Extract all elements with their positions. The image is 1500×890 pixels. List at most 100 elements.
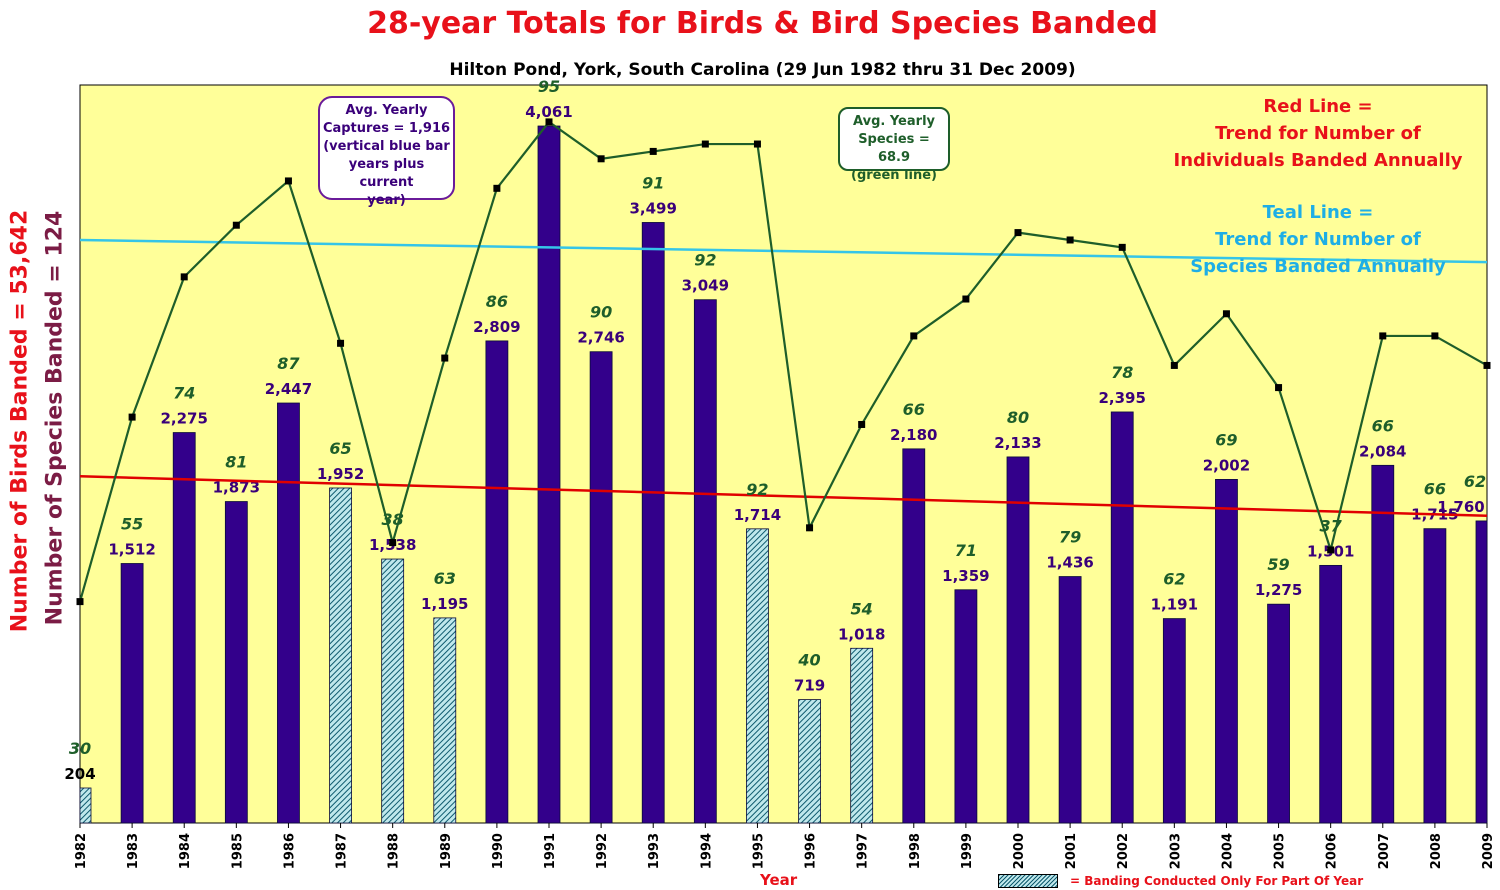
x-tick-label-1988: 1988 — [387, 833, 402, 869]
bar-value-label-1983: 1,512 — [108, 540, 155, 558]
species-marker-1987 — [337, 339, 345, 347]
bar-2009 — [1475, 520, 1488, 824]
captures-line-1: Avg. Yearly — [345, 103, 428, 118]
species-value-label-1993: 91 — [642, 173, 664, 192]
bar-value-label-2000: 2,133 — [994, 434, 1041, 452]
species-marker-1982 — [76, 598, 84, 606]
species-marker-1983 — [128, 413, 136, 421]
bar-1983 — [120, 563, 144, 824]
x-tick-label-2001: 2001 — [1064, 833, 1079, 869]
species-value-label-2000: 80 — [1007, 408, 1029, 427]
species-value-label-1997: 54 — [851, 599, 873, 618]
bar-2007 — [1371, 464, 1395, 824]
bar-value-label-2001: 1,436 — [1046, 554, 1093, 572]
species-value-label-2004: 69 — [1215, 430, 1237, 449]
bar-1991 — [537, 125, 561, 824]
species-value-label-2009: 62 — [1464, 472, 1486, 491]
species-marker-2005 — [1275, 384, 1283, 392]
bar-1997 — [850, 647, 874, 824]
x-tick-label-2005: 2005 — [1273, 833, 1288, 869]
x-tick-label-1996: 1996 — [804, 833, 819, 869]
species-value-label-1987: 65 — [329, 439, 351, 458]
partial-year-legend-text: = Banding Conducted Only For Part Of Yea… — [1070, 874, 1364, 888]
bar-2005 — [1267, 603, 1290, 824]
species-marker-1996 — [806, 524, 814, 532]
bar-1982 — [79, 787, 92, 824]
plot-area — [79, 84, 1488, 824]
species-marker-1993 — [649, 147, 657, 155]
bar-1989 — [433, 617, 457, 824]
captures-line-4: years plus current — [348, 157, 425, 190]
x-tick-label-1991: 1991 — [543, 833, 558, 869]
species-value-label-1988: 38 — [382, 510, 404, 529]
species-marker-1988 — [389, 539, 397, 547]
teal-trend-line — [79, 238, 1488, 264]
species-marker-2004 — [1222, 310, 1230, 318]
bar-value-label-1985: 1,873 — [213, 479, 260, 497]
bar-value-label-1991: 4,061 — [525, 103, 572, 121]
x-tick-label-1992: 1992 — [595, 833, 610, 869]
bar-value-label-1987: 1,952 — [317, 465, 364, 483]
x-tick-label-2008: 2008 — [1429, 833, 1444, 869]
bar-value-label-1984: 2,275 — [160, 410, 207, 428]
bar-value-label-1993: 3,499 — [629, 199, 676, 217]
species-value-label-2007: 66 — [1372, 416, 1394, 435]
bar-2000 — [1006, 456, 1030, 824]
bar-value-label-1989: 1,195 — [421, 595, 468, 613]
bar-value-label-1998: 2,180 — [890, 426, 937, 444]
species-value-label-1999: 71 — [955, 541, 977, 560]
bar-1988 — [381, 558, 405, 824]
teal-note-line-3: Species Banded Annually — [1190, 256, 1446, 277]
avg-captures-annotation: Avg. Yearly Captures = 1,916 (vertical b… — [318, 96, 455, 208]
x-tick-label-1997: 1997 — [856, 833, 871, 869]
bar-1996 — [798, 699, 821, 824]
species-value-label-1996: 40 — [797, 651, 820, 670]
species-value-label-1989: 63 — [434, 569, 456, 588]
species-value-label-1998: 66 — [903, 400, 925, 419]
captures-line-3: (vertical blue bar — [323, 139, 450, 154]
teal-note-line-2: Trend for Number of — [1215, 229, 1421, 250]
species-marker-1989 — [441, 354, 449, 362]
x-tick-label-2003: 2003 — [1168, 833, 1183, 869]
species-value-label-1982: 30 — [69, 739, 91, 758]
bar-2004 — [1215, 479, 1238, 824]
x-tick-label-1994: 1994 — [699, 833, 714, 869]
species-marker-1984 — [180, 273, 188, 281]
species-marker-1998 — [910, 332, 918, 340]
bar-value-label-2005: 1,275 — [1255, 581, 1302, 599]
species-value-label-1992: 90 — [590, 303, 612, 322]
species-value-label-1994: 92 — [694, 251, 716, 270]
bar-1995 — [746, 528, 769, 824]
species-box-line-1: Avg. Yearly — [853, 114, 935, 129]
species-box-line-2: Species = 68.9 — [858, 132, 930, 165]
species-value-label-2003: 62 — [1163, 570, 1185, 589]
species-marker-1991 — [545, 118, 553, 126]
chart-title: 28-year Totals for Birds & Bird Species … — [367, 6, 1158, 41]
red-note-line-1: Red Line = — [1263, 96, 1373, 117]
bar-value-label-1994: 3,049 — [682, 277, 729, 295]
x-tick-label-2002: 2002 — [1116, 833, 1131, 869]
x-tick-label-2000: 2000 — [1012, 833, 1027, 869]
species-marker-1999 — [962, 295, 970, 303]
bar-value-label-1997: 1,018 — [838, 625, 885, 643]
bar-value-label-1986: 2,447 — [265, 380, 312, 398]
red-note-line-3: Individuals Banded Annually — [1173, 150, 1463, 171]
bar-2008 — [1423, 528, 1447, 824]
chart-subtitle: Hilton Pond, York, South Carolina (29 Ju… — [449, 60, 1076, 80]
species-marker-1990 — [493, 184, 501, 192]
species-marker-1985 — [232, 221, 240, 229]
bar-1985 — [224, 501, 248, 824]
species-marker-2007 — [1379, 332, 1387, 340]
species-line — [78, 120, 1488, 602]
teal-note-line-1: Teal Line = — [1262, 202, 1374, 223]
bar-value-label-1996: 719 — [794, 677, 825, 695]
x-tick-label-1990: 1990 — [491, 833, 506, 869]
species-marker-2006 — [1327, 546, 1335, 554]
x-tick-label-1987: 1987 — [335, 833, 350, 869]
bar-1994 — [693, 299, 717, 824]
species-value-label-1991: 95 — [538, 77, 560, 96]
bar-value-label-2004: 2,002 — [1203, 456, 1250, 474]
avg-species-annotation: Avg. Yearly Species = 68.9 (green line) — [838, 107, 950, 183]
species-box-line-3: (green line) — [851, 168, 937, 183]
species-value-label-1995: 92 — [746, 480, 768, 499]
